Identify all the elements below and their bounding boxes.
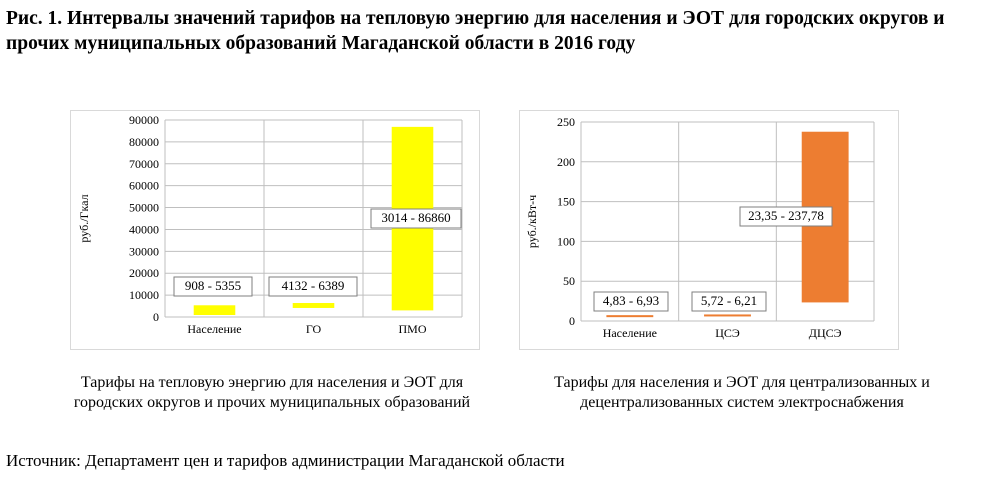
heat-data-label-box <box>370 208 462 229</box>
heat-ytick-label: 50000 <box>129 201 159 215</box>
elec-data-label: 5,72 - 6,21 <box>691 291 767 312</box>
heat-category-label: ПМО <box>398 322 426 336</box>
elec-bar <box>704 314 751 317</box>
heat-category-label: ГО <box>306 322 322 336</box>
heat-ytick-label: 40000 <box>129 222 159 236</box>
heat-chart-caption: Тарифы на тепловую энергию для населения… <box>73 374 471 411</box>
heat-data-label: 3014 - 86860 <box>370 208 462 229</box>
heat-tariff-chart: 0 10000 20000 30000 40000 50000 60000 70000 8000… <box>70 110 480 350</box>
elec-data-label: 4,83 - 6,93 <box>593 291 669 312</box>
electricity-tariff-chart-svg: 0 50 100 150 200 250 Население 4,83 - 6,93 ЦСЭ 5,… <box>519 110 899 350</box>
elec-category-label: Население <box>603 326 657 340</box>
heat-ylabel: руб./Гкал <box>77 194 91 242</box>
heat-ytick-label: 60000 <box>129 179 159 193</box>
heat-ytick-label: 80000 <box>129 135 159 149</box>
electricity-chart-caption: Тарифы для населения и ЭОТ для централиз… <box>554 374 930 411</box>
heat-ytick-label: 30000 <box>129 244 159 258</box>
elec-ytick-label: 200 <box>557 155 575 169</box>
elec-ytick-label: 50 <box>563 274 575 288</box>
heat-ytick-label: 0 <box>153 310 159 324</box>
heat-ytick-label: 10000 <box>129 288 159 302</box>
elec-data-label-box <box>691 291 767 312</box>
elec-data-label-text: 5,72 - 6,21 <box>701 293 757 308</box>
heat-tariff-chart-svg: 0 10000 20000 30000 40000 50000 60000 70000 8000… <box>70 110 480 350</box>
elec-ytick-label: 150 <box>557 195 575 209</box>
heat-data-label: 4132 - 6389 <box>268 276 358 297</box>
heat-ytick-label: 90000 <box>129 113 159 127</box>
elec-category-label: ДЦСЭ <box>809 326 842 340</box>
heat-bar <box>193 305 236 316</box>
heat-data-label-box <box>173 276 253 297</box>
heat-ytick-label: 70000 <box>129 157 159 171</box>
elec-data-label-text: 23,35 - 237,78 <box>748 208 824 223</box>
heat-data-label-text: 4132 - 6389 <box>282 278 345 293</box>
heat-data-label-text: 3014 - 86860 <box>381 210 450 225</box>
elec-category-label: ЦСЭ <box>715 326 740 340</box>
electricity-tariff-chart: 0 50 100 150 200 250 Население 4,83 - 6,93 ЦСЭ 5,… <box>519 110 899 350</box>
elec-bar <box>606 315 654 318</box>
heat-data-label: 908 - 5355 <box>173 276 253 297</box>
heat-bar <box>292 303 335 308</box>
heat-ytick-label: 20000 <box>129 266 159 280</box>
elec-ytick-label: 100 <box>557 234 575 248</box>
figure-title: Рис. 1. Интервалы значений тарифов на те… <box>6 8 945 54</box>
source-note: Источник: Департамент цен и тарифов адми… <box>6 451 565 470</box>
elec-data-label-text: 4,83 - 6,93 <box>603 293 659 308</box>
elec-ylabel: руб./кВт-ч <box>525 195 539 248</box>
heat-category-label: Население <box>187 322 241 336</box>
heat-data-label-box <box>268 276 358 297</box>
elec-data-label: 23,35 - 237,78 <box>739 206 833 227</box>
elec-data-label-box <box>739 206 833 227</box>
elec-data-label-box <box>593 291 669 312</box>
elec-ytick-label: 0 <box>569 314 575 328</box>
heat-data-label-text: 908 - 5355 <box>185 278 241 293</box>
elec-ytick-label: 250 <box>557 115 575 129</box>
